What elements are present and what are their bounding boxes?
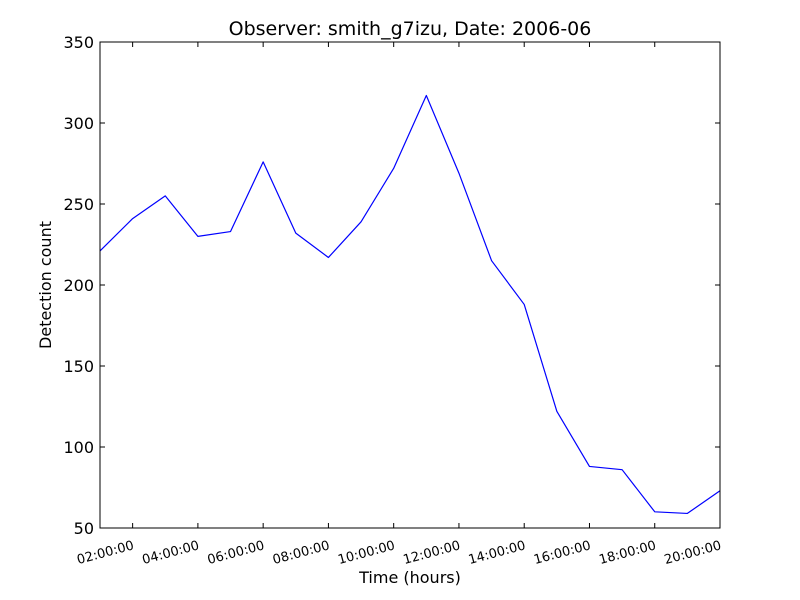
y-tick-label: 50 [74,519,94,538]
x-tick-label: 14:00:00 [467,538,527,568]
x-tick-label: 08:00:00 [271,538,331,568]
x-axis-label: Time (hours) [358,568,461,587]
plot-frame [99,41,721,529]
ticks-layer: 50 100 150 200 250 300 350 02:00:00 04:00:00 06:0… [63,33,723,568]
x-tick-label: 04:00:00 [141,538,201,568]
x-tick-label: 16:00:00 [532,538,592,568]
y-axis-label: Detection count [36,221,55,349]
chart-title: Observer: smith_g7izu, Date: 2006-06 [229,18,592,40]
y-tick-label: 350 [63,33,94,52]
y-tick-label: 150 [63,357,94,376]
x-tick-label: 02:00:00 [75,538,135,568]
y-tick-label: 250 [63,195,94,214]
y-tick-label: 200 [63,276,94,295]
x-tick-label: 20:00:00 [663,538,723,568]
y-tick-label: 100 [63,438,94,457]
x-tick-label: 18:00:00 [597,538,657,568]
series-line-0 [99,94,721,515]
series-layer [99,94,721,515]
y-tick-label: 300 [63,114,94,133]
x-tick-label: 06:00:00 [206,538,266,568]
x-tick-label: 10:00:00 [336,538,396,568]
x-tick-label: 12:00:00 [402,538,462,568]
